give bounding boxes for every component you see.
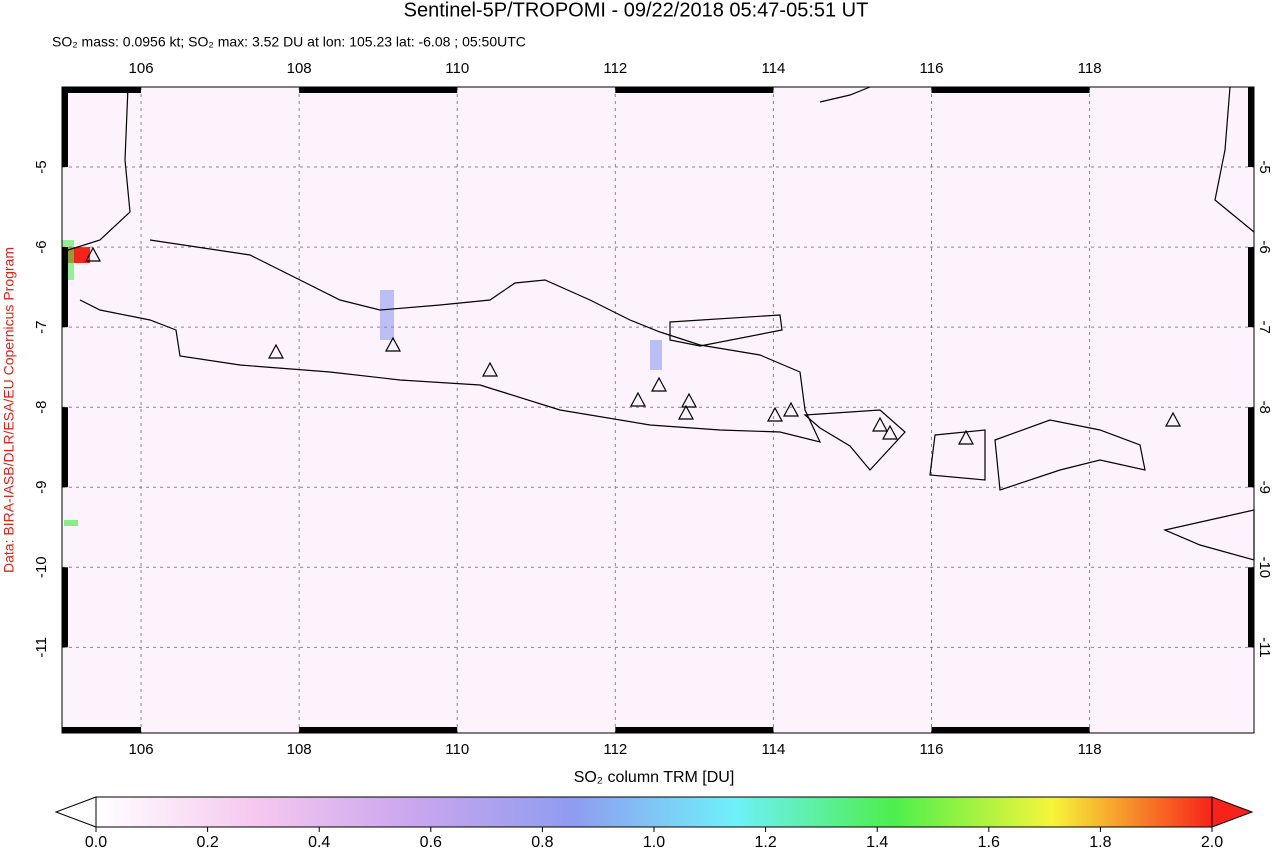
- volcano: [384, 336, 402, 352]
- colorbar-low-arrow: [54, 796, 97, 828]
- y-tick-label: -9: [1256, 481, 1272, 494]
- frame-bar: [62, 567, 68, 648]
- coastlines: [61, 86, 1255, 561]
- colorbar-high-arrow: [1211, 796, 1254, 828]
- colorbar-tick-label: 0.2: [196, 834, 218, 851]
- x-tick-label: 112: [603, 60, 627, 77]
- x-tick-label: 108: [287, 60, 312, 77]
- frame-bar: [62, 87, 142, 93]
- y-tick-label: -6: [1256, 240, 1272, 253]
- colorbar-tick-label: 1.2: [754, 834, 776, 851]
- y-tick-label: -9: [33, 481, 50, 494]
- colorbar-tick-label: 1.6: [978, 834, 1000, 851]
- volcano: [84, 246, 102, 262]
- volcanoes: [84, 246, 1182, 445]
- frame-bar: [299, 87, 458, 93]
- y-tick-label: -6: [33, 240, 50, 253]
- frame-bar: [931, 87, 1090, 93]
- frame-bar: [931, 727, 1090, 733]
- frame-bar: [62, 727, 142, 733]
- y-tick-label: -10: [33, 556, 50, 578]
- colorbar-label: SO₂ column TRM [DU]: [574, 769, 735, 786]
- volcano: [871, 416, 889, 432]
- colorbar-tick-label: 2.0: [1201, 834, 1223, 851]
- x-tick-label: 110: [445, 741, 469, 758]
- y-tick-label: -10: [1256, 556, 1272, 578]
- colorbar-tick-label: 0.6: [420, 834, 442, 851]
- y-tick-label: -5: [33, 160, 50, 173]
- y-tick-label: -8: [1256, 401, 1272, 414]
- x-tick-label: 114: [761, 60, 785, 77]
- y-tick-label: -7: [33, 320, 50, 333]
- colorbar: [95, 796, 1213, 828]
- volcano: [782, 401, 800, 417]
- x-tick-label: 118: [1078, 60, 1102, 77]
- map-background: [62, 87, 1254, 733]
- title: Sentinel-5P/TROPOMI - 09/22/2018 05:47-0…: [404, 0, 869, 21]
- x-tick-label: 116: [920, 741, 944, 758]
- frame-bar: [1248, 567, 1254, 648]
- frame-bar: [1248, 247, 1254, 328]
- x-tick-label: 112: [603, 741, 627, 758]
- volcano: [650, 376, 668, 392]
- frame-bar: [615, 87, 774, 93]
- x-tick-label: 108: [287, 741, 312, 758]
- frame-bar: [62, 87, 68, 168]
- x-tick-label: 118: [1078, 741, 1102, 758]
- frame-bar: [615, 727, 774, 733]
- y-tick-label: -11: [33, 637, 50, 658]
- volcano: [267, 343, 285, 359]
- colorbar-tick-label: 1.8: [1089, 834, 1111, 851]
- colorbar-tick-label: 0.4: [308, 834, 330, 851]
- axes: 106 106 108 108 110 110 112 112 114 114 116 116 118 1…: [33, 60, 1272, 758]
- subtitle: SO₂ mass: 0.0956 kt; SO₂ max: 3.52 DU at…: [52, 34, 526, 50]
- volcano: [481, 361, 499, 377]
- colorbar-tick-label: 0.0: [85, 834, 107, 851]
- y-tick-label: -7: [1256, 320, 1272, 333]
- y-tick-label: -11: [1256, 637, 1272, 658]
- volcano: [881, 424, 899, 440]
- credit: Data: BIRA-IASB/DLR/ESA/EU Copernicus Pr…: [1, 247, 17, 573]
- colorbar-tick-label: 1.0: [643, 834, 665, 851]
- x-tick-label: 110: [445, 60, 469, 77]
- volcano: [957, 429, 975, 445]
- volcano: [629, 391, 647, 407]
- y-tick-label: -5: [1256, 160, 1272, 173]
- frame-bar: [299, 727, 458, 733]
- colorbar-tick-label: 0.8: [531, 834, 553, 851]
- x-tick-label: 106: [129, 60, 154, 77]
- x-tick-label: 114: [761, 741, 785, 758]
- frame-bar: [1248, 407, 1254, 488]
- frame-bar: [62, 407, 68, 488]
- volcano: [680, 392, 698, 408]
- frame-bar: [1248, 87, 1254, 168]
- map-frame: [61, 86, 1255, 734]
- colorbar-tick-label: 1.4: [866, 834, 888, 851]
- y-tick-label: -8: [33, 401, 50, 414]
- frame-bar: [62, 247, 68, 328]
- volcano: [1164, 411, 1182, 427]
- x-tick-label: 116: [920, 60, 944, 77]
- x-tick-label: 106: [129, 741, 154, 758]
- volcano: [766, 406, 784, 422]
- volcano: [677, 404, 695, 420]
